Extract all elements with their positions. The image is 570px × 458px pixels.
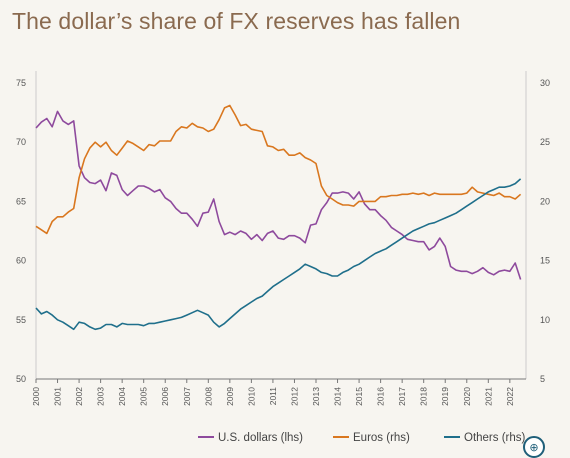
x-tick-label: 2013 xyxy=(311,387,321,406)
y-tick-left-label: 50 xyxy=(16,374,26,384)
y-tick-right-label: 15 xyxy=(540,256,550,266)
y-tick-right-label: 30 xyxy=(540,78,550,88)
x-tick-label: 2010 xyxy=(246,387,256,406)
y-tick-right-label: 25 xyxy=(540,137,550,147)
x-tick-label: 2006 xyxy=(160,387,170,406)
x-tick-label: 2020 xyxy=(462,387,472,406)
y-tick-left-label: 70 xyxy=(16,137,26,147)
legend-label-2: Others (rhs) xyxy=(464,432,526,444)
x-tick-label: 2003 xyxy=(96,387,106,406)
y-tick-right-label: 10 xyxy=(540,315,550,325)
x-tick-label: 2002 xyxy=(74,387,84,406)
x-tick-label: 2011 xyxy=(268,387,278,406)
y-tick-right-label: 5 xyxy=(540,374,545,384)
x-tick-label: 2016 xyxy=(376,387,386,406)
legend-label-1: Euros (rhs) xyxy=(353,432,410,444)
x-tick-label: 2007 xyxy=(182,387,192,406)
y-tick-left-label: 65 xyxy=(16,196,26,206)
y-tick-left-label: 60 xyxy=(16,256,26,266)
series-line-1 xyxy=(36,106,521,234)
series-line-0 xyxy=(36,111,521,279)
x-tick-label: 2005 xyxy=(139,387,149,406)
x-tick-label: 2017 xyxy=(397,387,407,406)
x-tick-label: 2008 xyxy=(203,387,213,406)
y-tick-left-label: 55 xyxy=(16,315,26,325)
x-tick-label: 2009 xyxy=(225,387,235,406)
x-tick-label: 2001 xyxy=(53,387,63,406)
legend-label-0: U.S. dollars (lhs) xyxy=(218,432,303,444)
x-tick-label: 2015 xyxy=(354,387,364,406)
x-tick-label: 2014 xyxy=(333,387,343,406)
y-tick-right-label: 20 xyxy=(540,196,550,206)
x-tick-label: 2022 xyxy=(505,387,515,406)
x-tick-label: 2018 xyxy=(419,387,429,406)
y-tick-left-label: 75 xyxy=(16,78,26,88)
x-tick-label: 2019 xyxy=(440,387,450,406)
x-tick-label: 2012 xyxy=(289,387,299,406)
zoom-in-icon[interactable]: ⊕ xyxy=(523,436,545,458)
x-tick-label: 2000 xyxy=(31,387,41,406)
x-tick-label: 2004 xyxy=(117,387,127,406)
x-tick-label: 2021 xyxy=(483,387,493,406)
